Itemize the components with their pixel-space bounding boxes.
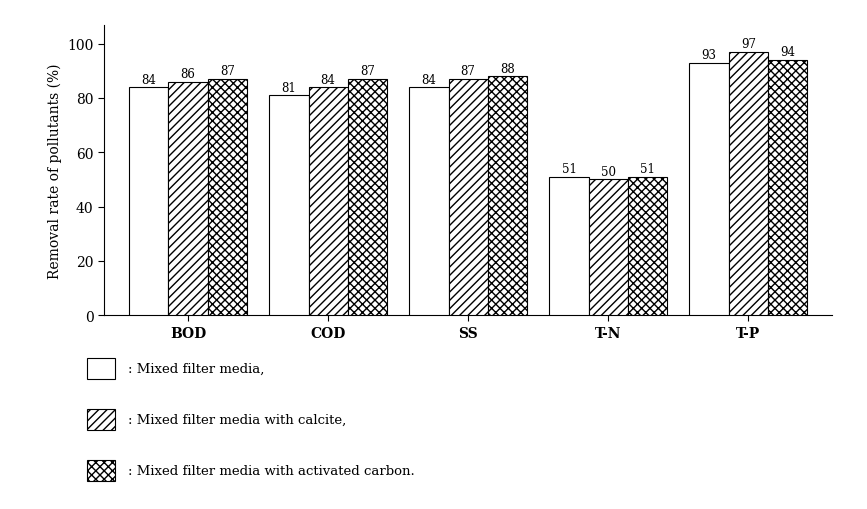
Bar	[689, 64, 728, 316]
Y-axis label: Removal rate of pollutants (%): Removal rate of pollutants (%)	[48, 63, 62, 278]
Text: 87: 87	[360, 65, 375, 78]
Text: 84: 84	[421, 73, 436, 87]
Bar	[348, 80, 387, 316]
Text: 81: 81	[282, 81, 297, 95]
Text: : Mixed filter media with activated carbon.: : Mixed filter media with activated carb…	[128, 464, 415, 477]
Text: 87: 87	[460, 65, 476, 78]
Text: 93: 93	[701, 49, 716, 62]
Bar	[129, 88, 168, 316]
Text: 88: 88	[500, 63, 515, 76]
Text: 97: 97	[740, 38, 756, 51]
Text: 51: 51	[640, 163, 655, 176]
Bar	[168, 82, 208, 316]
Text: 50: 50	[601, 165, 616, 179]
Text: : Mixed filter media with calcite,: : Mixed filter media with calcite,	[128, 413, 347, 427]
Bar	[309, 88, 348, 316]
Bar	[628, 177, 667, 316]
Bar	[208, 80, 247, 316]
Text: 84: 84	[141, 73, 156, 87]
Text: 86: 86	[180, 68, 196, 81]
Bar	[728, 52, 768, 316]
Text: 94: 94	[780, 46, 795, 60]
Bar	[270, 96, 309, 316]
Bar	[409, 88, 448, 316]
Text: 84: 84	[321, 73, 336, 87]
Text: 51: 51	[562, 163, 577, 176]
Text: : Mixed filter media,: : Mixed filter media,	[128, 362, 264, 376]
Bar	[448, 80, 488, 316]
Text: 87: 87	[220, 65, 235, 78]
Bar	[550, 177, 589, 316]
Bar	[768, 61, 807, 316]
Bar	[488, 77, 527, 316]
Bar	[589, 180, 628, 316]
